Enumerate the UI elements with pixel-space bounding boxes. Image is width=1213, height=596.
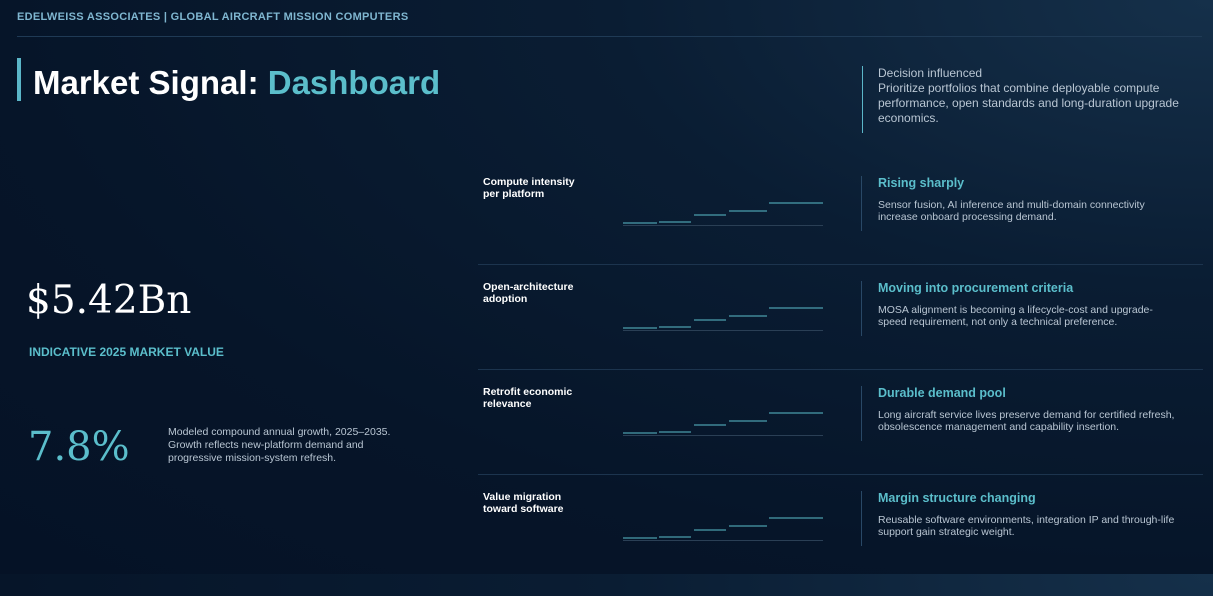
signal-insight: Margin structure changing Reusable softw… [861,491,1178,546]
signal-row: Compute intensity per platform Rising sh… [478,176,1203,281]
growth-note: Modeled compound annual growth, 2025–203… [168,426,391,464]
signal-label: Value migration toward software [483,491,564,515]
signal-insight: Rising sharply Sensor fusion, AI inferen… [861,176,1178,231]
signal-row: Open-architecture adoption Moving into p… [478,281,1203,386]
insight-text: MOSA alignment is becoming a lifecycle-c… [878,304,1153,328]
signal-insight: Durable demand pool Long aircraft servic… [861,386,1178,441]
insight-title: Durable demand pool [878,386,1006,400]
page-title: Market Signal: Dashboard [33,66,440,99]
signal-insight: Moving into procurement criteria MOSA al… [861,281,1178,336]
insight-text: Long aircraft service lives preserve dem… [878,409,1175,433]
signal-label: Compute intensity per platform [483,176,575,200]
signal-row: Value migration toward software Margin s… [478,491,1203,596]
title-block: Market Signal: Dashboard [17,58,440,101]
row-divider [478,369,1203,370]
signal-row: Retrofit economic relevance Durable dema… [478,386,1203,491]
row-divider [478,264,1203,265]
insight-title: Rising sharply [878,176,965,190]
decision-label: Decision influenced [878,66,983,80]
market-value: $5.42Bn [26,278,192,323]
signal-sparkline [623,202,823,226]
growth-value: 7.8% [28,424,130,470]
market-value-label: INDICATIVE 2025 MARKET VALUE [29,345,224,359]
decision-text: Prioritize portfolios that combine deplo… [878,81,1179,125]
signal-sparkline [623,517,823,541]
title-accent: Dashboard [267,64,441,101]
signal-label: Open-architecture adoption [483,281,574,305]
header-topbar: EDELWEISS ASSOCIATES | GLOBAL AIRCRAFT M… [17,11,409,23]
insight-title: Margin structure changing [878,491,1036,505]
decision-callout: Decision influenced Prioritize portfolio… [862,66,1208,133]
header-divider [17,36,1202,37]
signal-sparkline [623,307,823,331]
insight-text: Sensor fusion, AI inference and multi-do… [878,199,1145,223]
title-main: Market Signal: [33,64,268,101]
insight-text: Reusable software environments, integrat… [878,514,1175,538]
signal-sparkline [623,412,823,436]
signal-label: Retrofit economic relevance [483,386,573,410]
insight-title: Moving into procurement criteria [878,281,1074,295]
row-divider [478,474,1203,475]
